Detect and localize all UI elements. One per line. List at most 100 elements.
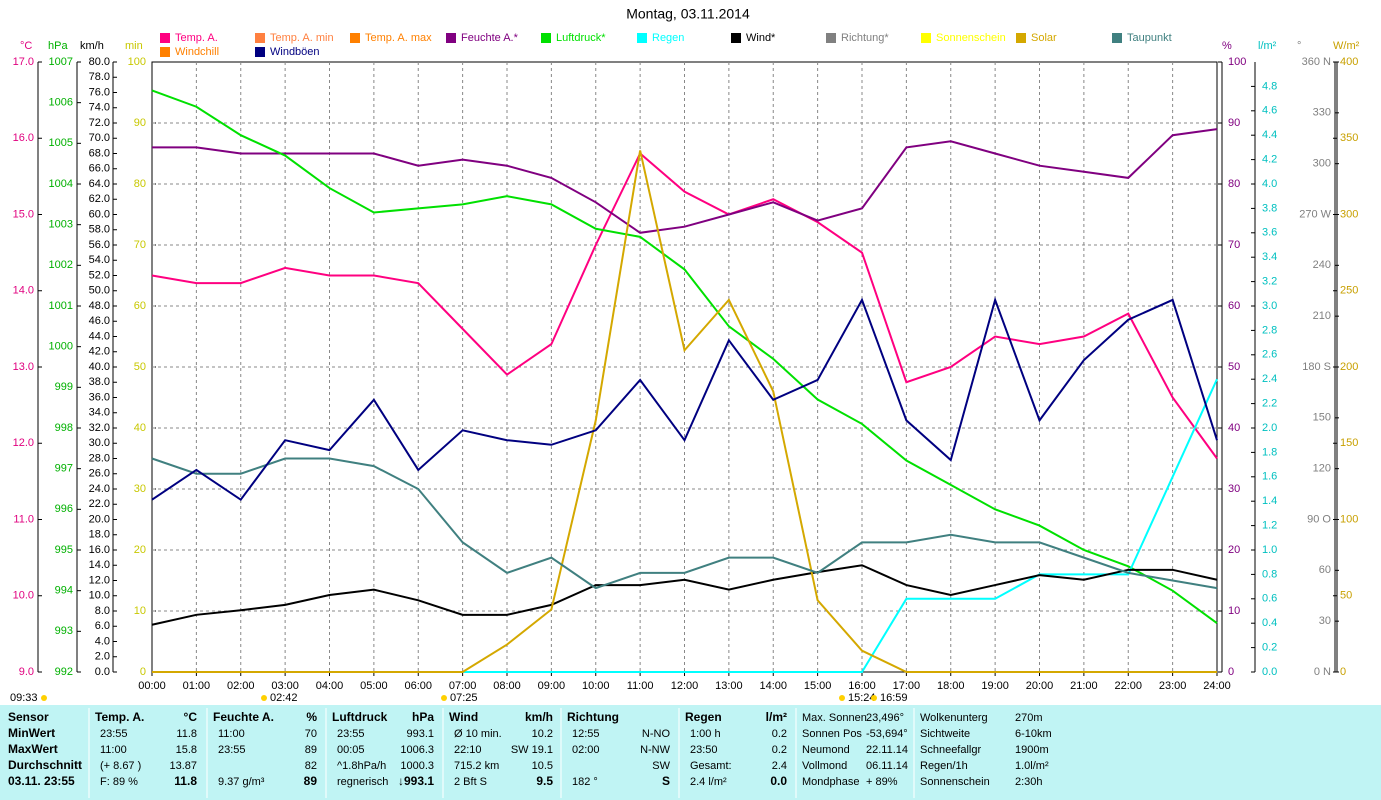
x-tick-label: 21:00 (1070, 680, 1098, 692)
y-tick-label: 80 (134, 178, 146, 190)
y-tick-label: 1007 (49, 56, 73, 68)
cell-right: 0.0 (770, 774, 787, 788)
x-tick-label: 05:00 (360, 680, 388, 692)
y-tick-label: 70 (1228, 239, 1240, 251)
y-tick-label: 10.0 (89, 590, 110, 602)
axis-unit: W/m² (1333, 40, 1360, 52)
y-tick-label: 3.0 (1262, 300, 1277, 312)
legend-label: Luftdruck* (556, 32, 606, 44)
cell-left: 23:55 (218, 744, 246, 756)
y-tick-label: 400 (1340, 56, 1358, 68)
y-tick-label: 240 (1313, 259, 1331, 271)
y-tick-label: 90 (134, 117, 146, 129)
legend-swatch (731, 33, 741, 43)
stats-panel (0, 705, 1381, 800)
y-tick-label: 0 (140, 666, 146, 678)
y-tick-label: 56.0 (89, 239, 110, 251)
axis-unit: % (1222, 40, 1232, 52)
y-tick-label: 1000 (49, 341, 73, 353)
y-tick-label: 4.0 (95, 635, 110, 647)
legend-swatch (350, 33, 360, 43)
y-tick-label: 4.4 (1262, 129, 1277, 141)
y-tick-label: 999 (55, 381, 73, 393)
cell-left: 1:00 h (690, 728, 721, 740)
sun-icon (441, 695, 447, 701)
annotation: 16:59 (880, 692, 908, 704)
x-tick-label: 03:00 (271, 680, 299, 692)
x-tick-label: 18:00 (937, 680, 965, 692)
cell-left: 715.2 km (454, 760, 499, 772)
y-tick-label: 38.0 (89, 376, 110, 388)
y-tick-label: 50 (1228, 361, 1240, 373)
cell-right: 13.87 (169, 760, 197, 772)
cell-right: 89 (304, 774, 318, 788)
annotation: 15:24 (848, 692, 876, 704)
cell-left: 12:55 (572, 728, 600, 740)
legend-label: Wind* (746, 32, 776, 44)
legend-label: Solar (1031, 32, 1057, 44)
legend-label: Windböen (270, 46, 320, 58)
y-tick-label: 1002 (49, 259, 73, 271)
legend-swatch (921, 33, 931, 43)
y-tick-label: 78.0 (89, 71, 110, 83)
y-tick-label: 0 (1340, 666, 1346, 678)
sun-icon (871, 695, 877, 701)
info-value: 270m (1015, 712, 1043, 724)
y-tick-label: 8.0 (95, 605, 110, 617)
y-tick-label: 2.6 (1262, 349, 1277, 361)
info-label: Mondphase (802, 776, 860, 788)
y-tick-label: 4.8 (1262, 80, 1277, 92)
y-tick-label: 0.0 (1262, 666, 1277, 678)
row-label: MaxWert (8, 742, 58, 756)
column-header: Wind (449, 710, 478, 724)
y-tick-label: 0.6 (1262, 593, 1277, 605)
cell-left: F: 89 % (100, 776, 138, 788)
column-unit: hPa (412, 710, 434, 724)
y-tick-label: 100 (1228, 56, 1246, 68)
y-tick-label: 18.0 (89, 529, 110, 541)
y-tick-label: 270 W (1299, 208, 1331, 220)
series-line (151, 457, 1218, 590)
y-tick-label: 15.0 (13, 208, 34, 220)
column-header: Richtung (567, 710, 619, 724)
cell-right: 11.8 (176, 728, 197, 740)
y-tick-label: 20.0 (89, 513, 110, 525)
cell-right: 0.2 (772, 744, 787, 756)
axis-unit: min (125, 40, 143, 52)
axis-unit: ° (1297, 40, 1301, 52)
y-tick-label: 998 (55, 422, 73, 434)
y-tick-label: 180 S (1302, 361, 1331, 373)
y-tick-label: 300 (1313, 158, 1331, 170)
x-tick-label: 20:00 (1026, 680, 1054, 692)
y-tick-label: 200 (1340, 361, 1358, 373)
axis-unit: km/h (80, 40, 104, 52)
cell-left: 2.4 l/m² (690, 776, 727, 788)
info-label: Sichtweite (920, 728, 970, 740)
cell-left: 02:00 (572, 744, 600, 756)
legend-label: Temp. A. max (365, 32, 432, 44)
y-tick-label: 80.0 (89, 56, 110, 68)
y-tick-label: 14.0 (13, 285, 34, 297)
info-value: 23,496° (866, 712, 904, 724)
info-label: Sonnenschein (920, 776, 990, 788)
row-label: 03.11. 23:55 (8, 774, 75, 788)
y-tick-label: 70 (134, 239, 146, 251)
annotation: 09:33 (10, 692, 38, 704)
cell-right: 82 (305, 760, 317, 772)
y-tick-label: 11.0 (13, 513, 34, 525)
y-tick-label: 16.0 (89, 544, 110, 556)
column-unit: % (306, 710, 317, 724)
cell-left: regnerisch (337, 776, 388, 788)
plot-area (151, 61, 1218, 673)
x-tick-label: 24:00 (1203, 680, 1231, 692)
info-value: + 89% (866, 776, 898, 788)
y-tick-label: 60 (1319, 564, 1331, 576)
y-tick-label: 250 (1340, 285, 1358, 297)
column-unit: km/h (525, 710, 553, 724)
y-tick-label: 0 N (1314, 666, 1331, 678)
y-tick-label: 6.0 (95, 620, 110, 632)
column-unit: °C (184, 710, 198, 724)
legend-swatch (826, 33, 836, 43)
y-tick-label: 42.0 (89, 346, 110, 358)
